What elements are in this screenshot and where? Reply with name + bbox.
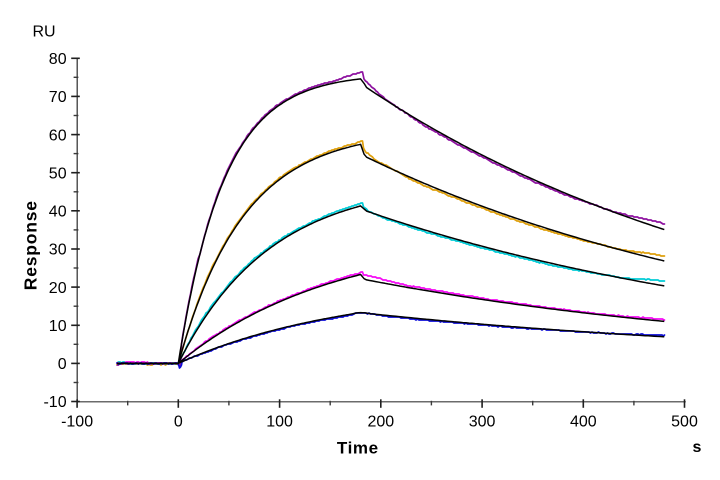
svg-text:500: 500: [671, 414, 698, 431]
svg-text:60: 60: [49, 127, 67, 144]
svg-text:70: 70: [49, 89, 67, 106]
svg-text:400: 400: [570, 414, 597, 431]
svg-text:Response: Response: [21, 200, 41, 290]
svg-text:40: 40: [49, 204, 67, 221]
svg-text:Time: Time: [337, 438, 379, 457]
svg-text:-10: -10: [43, 394, 66, 411]
svg-text:RU: RU: [33, 24, 56, 41]
svg-text:30: 30: [49, 242, 67, 259]
svg-text:80: 80: [49, 51, 67, 68]
svg-text:s: s: [693, 439, 702, 456]
svg-text:50: 50: [49, 165, 67, 182]
svg-text:200: 200: [367, 414, 394, 431]
svg-text:0: 0: [58, 356, 67, 373]
svg-text:300: 300: [469, 414, 496, 431]
svg-text:10: 10: [49, 318, 67, 335]
svg-text:0: 0: [174, 414, 183, 431]
svg-text:100: 100: [266, 414, 293, 431]
svg-text:-100: -100: [61, 414, 93, 431]
svg-text:20: 20: [49, 280, 67, 297]
